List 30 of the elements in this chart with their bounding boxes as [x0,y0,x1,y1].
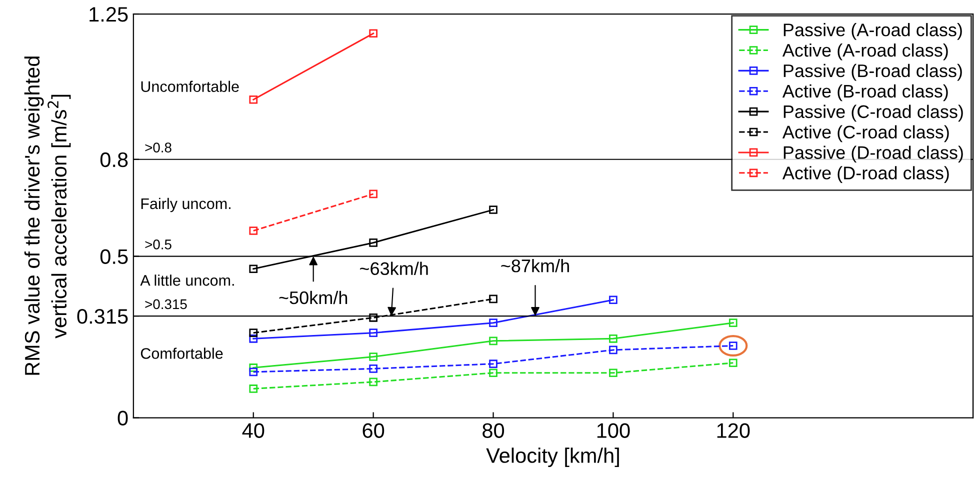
annotation: Comfortable [140,348,223,359]
legend-label: Passive (B-road class) [784,64,962,81]
x-tick-label: 120 [717,423,750,438]
legend-label: Passive (C-road class) [784,104,963,122]
x-axis-title: Velocity [km/h] [486,448,619,468]
y-tick-label: 0 [118,410,128,426]
legend-label: Active (C-road class) [782,125,949,142]
annotation: A little uncom. [140,274,234,286]
annotation: Uncomfortable [141,80,239,92]
y-axis-title: RMS value of the driver's weighted vertical acceleration [m/s$^{2}$] [24,56,71,375]
ref-line-label: >0.8 [145,142,172,152]
annotation: ~63km/h [360,262,428,276]
annotation: ~50km/h [279,290,348,304]
legend-label: Passive (D-road class) [784,146,963,163]
x-tick-label: 80 [482,423,504,438]
legend-label: Active (D-road class) [782,166,949,183]
legend-label: Active (A-road class) [782,43,948,60]
ref-line-label: >0.315 [145,299,187,310]
y-tick-label: 0.315 [77,309,128,324]
x-tick-label: 100 [597,423,630,438]
annotation: Fairly uncom. [141,198,230,212]
legend-label: Active (B-road class) [782,84,948,102]
legend-label: Passive (A-road class) [784,23,962,40]
annotation: ~87km/h [501,259,569,272]
x-tick-label: 60 [362,423,384,438]
ref-line-label: >0.5 [145,240,172,250]
y-tick-label: 0.8 [100,152,128,168]
y-tick-label: 1.25 [90,7,128,22]
y-tick-label: 0.5 [100,249,128,264]
x-tick-label: 40 [242,423,264,438]
